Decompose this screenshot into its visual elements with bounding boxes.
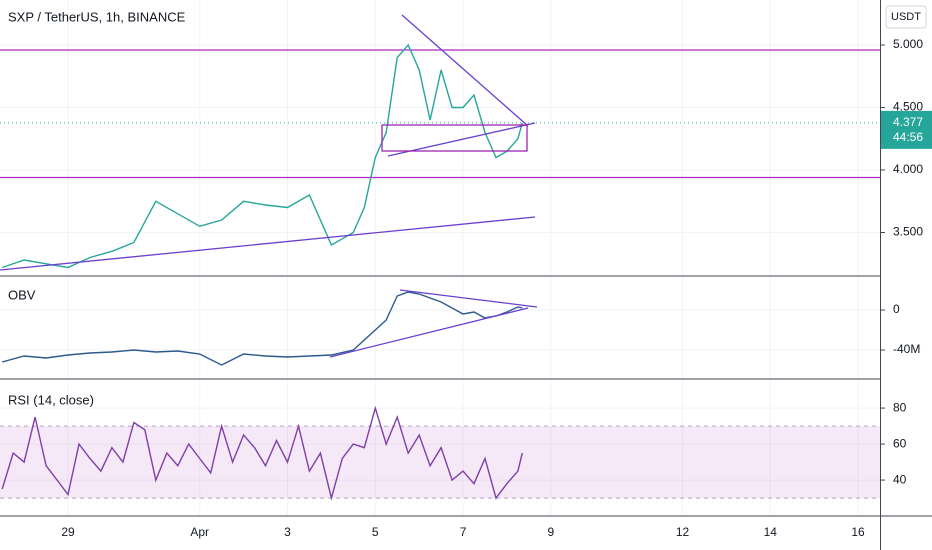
rsi-band — [0, 426, 880, 499]
x-tick-label: Apr — [190, 525, 209, 539]
unit-box[interactable] — [885, 5, 927, 29]
y-tick-label: 60 — [893, 436, 907, 450]
y-tick-label: 4.000 — [893, 162, 923, 176]
x-tick-label: 3 — [284, 525, 291, 539]
x-tick-label: 12 — [676, 525, 690, 539]
data-line — [2, 291, 523, 366]
y-tick-label: 40 — [893, 472, 907, 486]
x-tick-label: 14 — [764, 525, 778, 539]
y-tick-label: 0 — [893, 302, 900, 316]
pane-title: SXP / TetherUS, 1h, BINANCE — [8, 9, 186, 24]
data-line — [1, 405, 523, 501]
trendline — [329, 307, 529, 358]
price-label: 4.377 — [893, 115, 923, 129]
trendline — [0, 216, 536, 271]
x-tick-label: 5 — [372, 525, 379, 539]
y-tick-label: 4.500 — [893, 100, 923, 114]
pane-title: OBV — [8, 287, 36, 302]
countdown: 44:56 — [893, 130, 923, 144]
y-tick-label: -40M — [893, 342, 920, 356]
y-tick-label: 3.500 — [893, 225, 923, 239]
trendline — [401, 14, 529, 127]
y-tick-label: 80 — [893, 400, 907, 414]
x-tick-label: 9 — [547, 525, 554, 539]
x-tick-label: 16 — [851, 525, 865, 539]
rectangle-drawing — [381, 124, 528, 152]
price-label-box — [881, 110, 932, 149]
axis-unit: USDT — [891, 11, 921, 23]
pane-title: RSI (14, close) — [8, 392, 94, 407]
y-tick-label: 5.000 — [893, 37, 923, 51]
x-tick-label: 29 — [61, 525, 75, 539]
trendline — [399, 289, 538, 308]
x-tick-label: 7 — [460, 525, 467, 539]
